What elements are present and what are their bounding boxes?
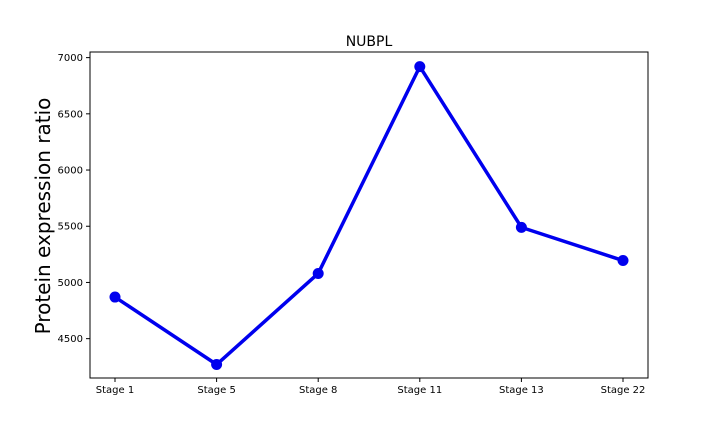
y-tick-label: 7000 xyxy=(58,53,83,64)
x-tick-label: Stage 8 xyxy=(299,385,337,396)
y-tick-label: 6500 xyxy=(58,109,83,120)
y-tick-label: 5500 xyxy=(58,222,83,233)
data-point xyxy=(515,221,527,233)
data-point xyxy=(211,359,223,371)
data-point xyxy=(414,61,426,73)
series-line xyxy=(113,64,625,367)
x-tick-label: Stage 13 xyxy=(499,385,544,396)
y-axis-label: Protein expression ratio xyxy=(31,98,55,335)
plot-frame xyxy=(89,51,649,379)
chart-title: NUBPL xyxy=(346,34,393,50)
data-point xyxy=(109,291,121,303)
x-tick-label: Stage 22 xyxy=(601,385,646,396)
plot-area: 4500 5000 5500 6000 6500 7000 Stage 1 Stage 5 St… xyxy=(58,53,646,396)
y-tick-label: 5000 xyxy=(58,278,83,289)
data-point xyxy=(312,267,324,279)
x-tick-label: Stage 11 xyxy=(397,385,442,396)
y-tick-label: 6000 xyxy=(58,166,83,177)
y-tick-label: 4500 xyxy=(58,334,83,345)
data-point xyxy=(617,255,629,267)
x-tick-label: Stage 1 xyxy=(96,385,134,396)
x-tick-label: Stage 5 xyxy=(197,385,235,396)
